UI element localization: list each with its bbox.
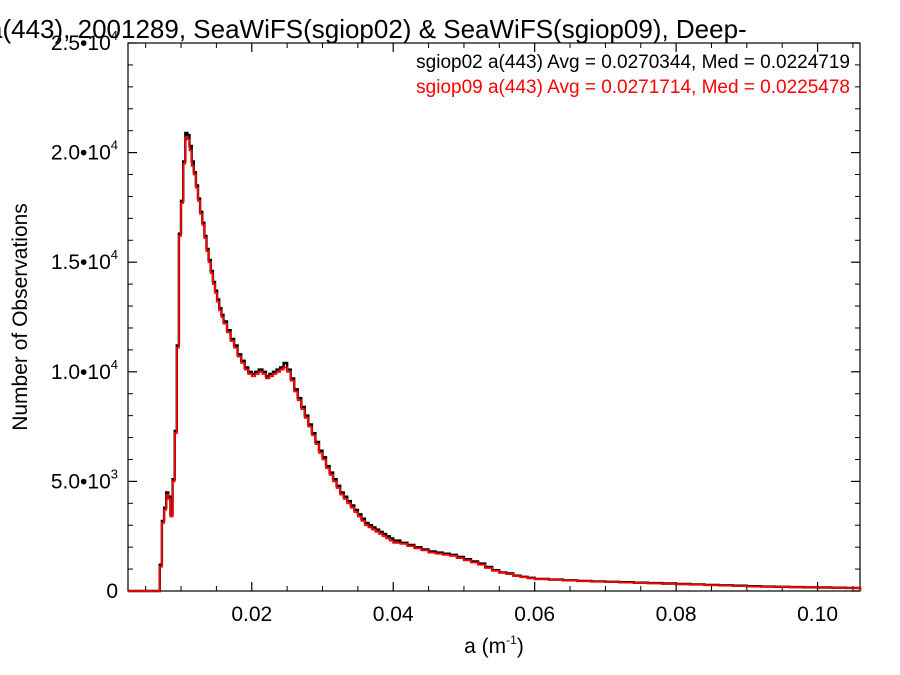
chart-title: a(443), 2001289, SeaWiFS(sgiop02) & SeaW… (0, 14, 747, 44)
y-tick-label: 5.0•103 (51, 466, 118, 493)
plot-border (127, 42, 861, 592)
legend-entry-sgiop09: sgiop09 a(443) Avg = 0.0271714, Med = 0.… (416, 77, 850, 98)
x-tick-label: 0.04 (373, 603, 414, 626)
series-group (128, 131, 862, 593)
y-tick-label-base: 1.0•10 (51, 361, 111, 384)
y-tick-label-base: 1.5•10 (51, 251, 111, 274)
y-tick-label-base: 5.0•10 (51, 470, 111, 493)
x-axis-label-superscript: -1 (506, 633, 517, 647)
x-tick-label: 0.10 (797, 603, 838, 626)
y-tick-label: 1.5•104 (51, 247, 118, 274)
x-tick-label: 0.08 (656, 603, 697, 626)
y-tick-label: 2.0•104 (51, 138, 118, 165)
plot-frame (127, 42, 861, 592)
y-tick-label-exponent: 3 (111, 466, 118, 481)
y-tick-label-exponent: 4 (111, 138, 118, 153)
y-tick-label-base: 2.0•10 (51, 142, 111, 165)
legend: sgiop02 a(443) Avg = 0.0270344, Med = 0.… (416, 52, 850, 98)
y-tick-label: 2.5•104 (51, 28, 118, 55)
y-tick-label-exponent: 4 (111, 28, 118, 43)
x-axis-label: a (m-1) (464, 633, 524, 658)
x-tick-label: 0.06 (514, 603, 555, 626)
legend-entry-sgiop02: sgiop02 a(443) Avg = 0.0270344, Med = 0.… (416, 52, 850, 73)
y-tick-label-base: 0 (106, 580, 118, 603)
y-tick-label-base: 2.5•10 (51, 32, 111, 55)
series-line-sgiop09 (128, 136, 861, 592)
x-axis-label-end: ) (517, 635, 524, 658)
y-tick-label: 1.0•104 (51, 357, 118, 384)
x-axis-label-main: a (m (464, 635, 506, 658)
x-tick-label: 0.02 (231, 603, 272, 626)
y-axis-label: Number of Observations (9, 203, 32, 431)
y-tick-label-exponent: 4 (111, 357, 118, 372)
y-tick-label: 0 (106, 580, 118, 603)
y-tick-label-exponent: 4 (111, 247, 118, 262)
